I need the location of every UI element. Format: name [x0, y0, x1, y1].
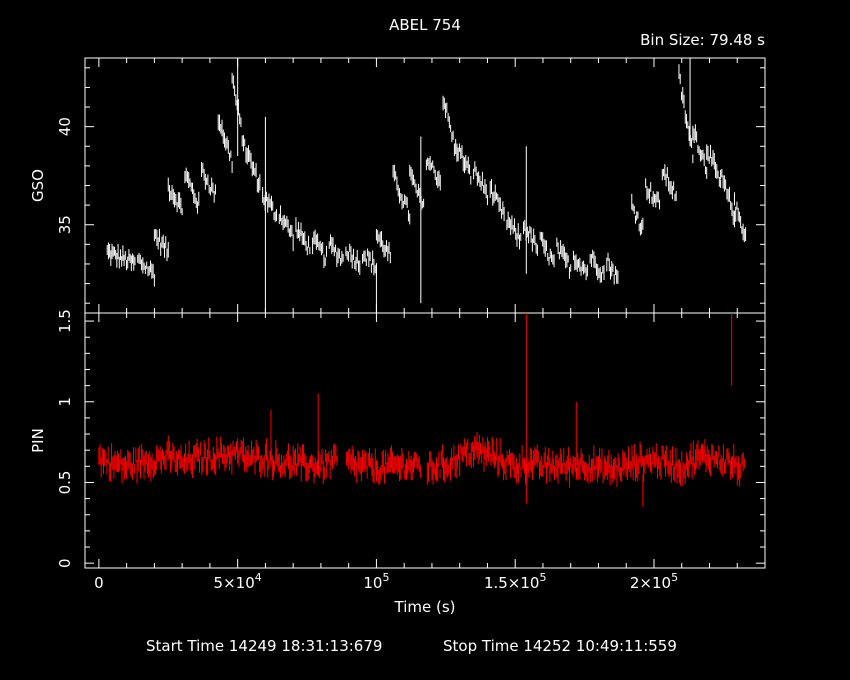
- x-tick-label: 105: [363, 571, 389, 592]
- gso-y-tick-label: 35: [56, 215, 74, 234]
- x-tick-label: 1.5×105: [484, 571, 547, 592]
- chart-title: ABEL 754: [389, 16, 461, 34]
- pin-y-tick-label: 0.5: [56, 471, 74, 495]
- pin-y-axis-label: PIN: [29, 428, 47, 453]
- gso-frame: [84, 57, 766, 314]
- footer-start-time: Start Time 14249 18:31:13:679: [146, 637, 382, 655]
- gso-y-tick-label: 40: [56, 117, 74, 136]
- gso-panel: 35 40 GSO: [29, 57, 766, 314]
- x-tick-exponent: 5: [539, 571, 546, 584]
- pin-y-tick-label: 1.5: [56, 309, 74, 333]
- x-tick-exponent: 4: [255, 571, 262, 584]
- pin-y-tick-label: 1: [56, 397, 74, 407]
- x-tick-label: 0: [94, 574, 104, 592]
- gso-y-axis-label: GSO: [29, 169, 47, 202]
- pin-panel: 0 0.5 1 1.5 PIN: [29, 309, 766, 569]
- x-axis-label: Time (s): [394, 598, 456, 616]
- pin-frame: [84, 312, 766, 569]
- x-tick-label: 2×105: [630, 571, 678, 592]
- x-tick-exponent: 5: [671, 571, 678, 584]
- x-tick-exponent: 5: [382, 571, 389, 584]
- x-tick-labels: 0 5×104 105 1.5×105 2×105: [94, 571, 678, 592]
- footer-stop-time: Stop Time 14252 10:49:11:559: [443, 637, 677, 655]
- bin-size-label: Bin Size: 79.48 s: [640, 31, 765, 49]
- x-tick-label: 5×104: [214, 571, 262, 592]
- pin-y-tick-label: 0: [56, 558, 74, 568]
